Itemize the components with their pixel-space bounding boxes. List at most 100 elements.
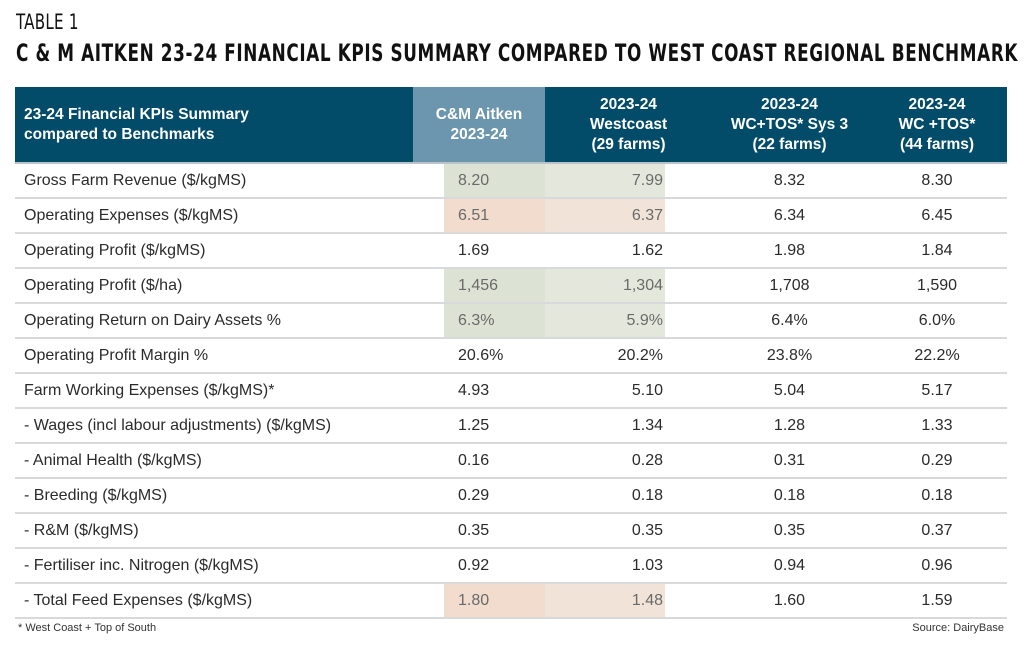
value-westcoast: 1.34 [545, 408, 712, 444]
value-cm-aitken: 20.6% [413, 338, 545, 374]
value-cm-aitken: 1.80 [413, 583, 545, 619]
cell-value: 1,456 [458, 276, 499, 294]
value-cm-aitken: 0.35 [413, 513, 545, 549]
value-wc-tos-sys3: 0.31 [712, 443, 867, 479]
cell-value: 6.3% [458, 311, 495, 329]
cell-value: 1.80 [458, 591, 490, 609]
value-wc-tos: 0.96 [867, 548, 1007, 584]
value-wc-tos-sys3: 0.18 [712, 478, 867, 514]
value-wc-tos-sys3: 8.32 [712, 163, 867, 199]
header-wc-tos-sys3: 2023-24 WC+TOS* Sys 3 (22 farms) [712, 87, 867, 164]
table-title: C & M AITKEN 23-24 FINANCIAL KPIS SUMMAR… [16, 39, 1019, 67]
cell-value: 0.16 [458, 451, 490, 469]
value-wc-tos: 1.59 [867, 583, 1007, 619]
value-wc-tos-sys3: 1.28 [712, 408, 867, 444]
value-westcoast: 7.99 [545, 163, 712, 199]
header-westcoast: 2023-24 Westcoast (29 farms) [545, 87, 712, 164]
cell-value: 1.25 [458, 416, 490, 434]
row-label: - Total Feed Expenses ($/kgMS) [15, 583, 413, 619]
value-wc-tos: 1,590 [867, 268, 1007, 304]
table-row: - Animal Health ($/kgMS) 0.16 0.28 0.31 0.29 [15, 443, 1007, 479]
kpi-table: 23-24 Financial KPIs Summary compared to… [15, 87, 1007, 619]
value-westcoast: 5.10 [545, 373, 712, 409]
value-wc-tos-sys3: 1,708 [712, 268, 867, 304]
header-kpi: 23-24 Financial KPIs Summary compared to… [15, 87, 413, 164]
value-westcoast: 0.28 [545, 443, 712, 479]
row-label: Gross Farm Revenue ($/kgMS) [15, 163, 413, 199]
table-row: Operating Profit Margin % 20.6% 20.2% 23.8%… [15, 338, 1007, 374]
value-wc-tos-sys3: 6.4% [712, 303, 867, 339]
cell-value: 4.93 [458, 381, 490, 399]
value-wc-tos-sys3: 23.8% [712, 338, 867, 374]
row-label: - Animal Health ($/kgMS) [15, 443, 413, 479]
value-cm-aitken: 0.92 [413, 548, 545, 584]
value-wc-tos: 0.37 [867, 513, 1007, 549]
row-label: Operating Return on Dairy Assets % [15, 303, 413, 339]
table-row: - Wages (incl labour adjustments) ($/kgM… [15, 408, 1007, 444]
header-wc-tos: 2023-24 WC +TOS* (44 farms) [867, 87, 1007, 164]
row-label: Operating Profit Margin % [15, 338, 413, 374]
value-westcoast: 0.18 [545, 478, 712, 514]
value-wc-tos: 1.33 [867, 408, 1007, 444]
value-westcoast: 0.35 [545, 513, 712, 549]
value-westcoast: 1.48 [545, 583, 712, 619]
value-westcoast: 1,304 [545, 268, 712, 304]
row-label: Operating Expenses ($/kgMS) [15, 198, 413, 234]
row-label: Operating Profit ($/ha) [15, 268, 413, 304]
table-caption: TABLE 1 C & M AITKEN 23-24 FINANCIAL KPI… [16, 9, 1024, 68]
value-wc-tos: 22.2% [867, 338, 1007, 374]
value-wc-tos: 0.29 [867, 443, 1007, 479]
value-cm-aitken: 6.3% [413, 303, 545, 339]
value-wc-tos-sys3: 1.60 [712, 583, 867, 619]
cell-value: 0.29 [458, 486, 490, 504]
value-wc-tos: 5.17 [867, 373, 1007, 409]
header-cm-aitken: C&M Aitken 2023-24 [413, 87, 545, 164]
value-cm-aitken: 4.93 [413, 373, 545, 409]
value-westcoast: 5.9% [545, 303, 712, 339]
cell-value: 0.92 [458, 556, 490, 574]
value-westcoast: 1.62 [545, 233, 712, 269]
table-row: - Breeding ($/kgMS) 0.29 0.18 0.18 0.18 [15, 478, 1007, 514]
value-wc-tos-sys3: 6.34 [712, 198, 867, 234]
source-note: Source: DairyBase [912, 622, 1004, 634]
table-row: Farm Working Expenses ($/kgMS)* 4.93 5.10 5… [15, 373, 1007, 409]
row-label: - Wages (incl labour adjustments) ($/kgM… [15, 408, 413, 444]
table-label: TABLE 1 [16, 10, 79, 34]
value-wc-tos: 6.45 [867, 198, 1007, 234]
row-label: - Breeding ($/kgMS) [15, 478, 413, 514]
value-wc-tos: 8.30 [867, 163, 1007, 199]
value-wc-tos-sys3: 0.94 [712, 548, 867, 584]
value-westcoast: 1.03 [545, 548, 712, 584]
table-row: Operating Expenses ($/kgMS) 6.51 6.37 6.34 6… [15, 198, 1007, 234]
table-row: Operating Return on Dairy Assets % 6.3% 5.… [15, 303, 1007, 339]
cell-value: 8.20 [458, 171, 490, 189]
row-label: Farm Working Expenses ($/kgMS)* [15, 373, 413, 409]
cell-value: 0.35 [458, 521, 490, 539]
table-row: - Total Feed Expenses ($/kgMS) 1.80 1.48 1.… [15, 583, 1007, 619]
value-cm-aitken: 0.16 [413, 443, 545, 479]
cell-value: 1.69 [458, 241, 490, 259]
value-wc-tos: 0.18 [867, 478, 1007, 514]
value-wc-tos-sys3: 1.98 [712, 233, 867, 269]
value-cm-aitken: 0.29 [413, 478, 545, 514]
value-westcoast: 20.2% [545, 338, 712, 374]
value-wc-tos-sys3: 0.35 [712, 513, 867, 549]
value-cm-aitken: 1,456 [413, 268, 545, 304]
value-cm-aitken: 8.20 [413, 163, 545, 199]
row-label: - Fertiliser inc. Nitrogen ($/kgMS) [15, 548, 413, 584]
table-row: - R&M ($/kgMS) 0.35 0.35 0.35 0.37 [15, 513, 1007, 549]
table-row: - Fertiliser inc. Nitrogen ($/kgMS) 0.92 1… [15, 548, 1007, 584]
row-label: - R&M ($/kgMS) [15, 513, 413, 549]
value-cm-aitken: 1.69 [413, 233, 545, 269]
header-row: 23-24 Financial KPIs Summary compared to… [15, 87, 1007, 164]
value-wc-tos-sys3: 5.04 [712, 373, 867, 409]
value-wc-tos: 6.0% [867, 303, 1007, 339]
table-row: Operating Profit ($/ha) 1,456 1,304 1,708 1,… [15, 268, 1007, 304]
table-row: Operating Profit ($/kgMS) 1.69 1.62 1.98 1.8… [15, 233, 1007, 269]
cell-value: 6.51 [458, 206, 490, 224]
value-westcoast: 6.37 [545, 198, 712, 234]
value-cm-aitken: 6.51 [413, 198, 545, 234]
footnote: * West Coast + Top of South [18, 622, 157, 634]
value-wc-tos: 1.84 [867, 233, 1007, 269]
cell-value: 20.6% [458, 346, 504, 364]
